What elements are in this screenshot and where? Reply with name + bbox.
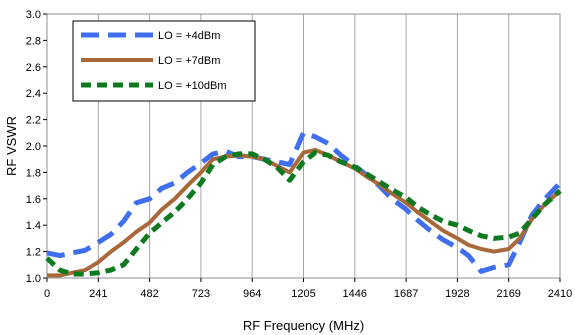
series-line-1 [46, 130, 562, 274]
y-tick-label: 1.2 [26, 247, 41, 259]
y-tick-label: 3.0 [26, 9, 41, 21]
y-tick-label: 1.8 [26, 167, 41, 179]
y-tick-label: 2.4 [26, 88, 41, 100]
legend-label-1: LO = +4dBm [158, 30, 220, 42]
y-axis-title: RF VSWR [4, 116, 19, 176]
y-tick-label: 2.6 [26, 62, 41, 74]
x-tick-label: 241 [89, 288, 107, 300]
y-axis-ticks: 1.0 1.2 1.4 1.6 1.8 2.0 2.2 2.4 2.6 2.8 3.0 [26, 9, 47, 285]
x-tick-label: 2169 [496, 288, 520, 300]
x-tick-label: 964 [243, 288, 261, 300]
series-line-2 [47, 148, 562, 278]
series-lines [45, 130, 562, 278]
legend-label-2: LO = +7dBm [158, 55, 220, 67]
legend: LO = +4dBm LO = +7dBm LO = +10dBm [72, 20, 256, 102]
x-tick-label: 1928 [445, 288, 469, 300]
y-tick-label: 1.0 [26, 273, 41, 285]
x-tick-label: 1446 [343, 288, 367, 300]
x-tick-label: 482 [140, 288, 158, 300]
x-tick-label: 1205 [291, 288, 315, 300]
x-tick-label: 2410 [548, 288, 572, 300]
x-tick-label: 723 [192, 288, 210, 300]
legend-label-3: LO = +10dBm [158, 80, 227, 92]
y-tick-label: 2.0 [26, 141, 41, 153]
x-tick-label: 1687 [394, 288, 418, 300]
y-tick-label: 1.4 [26, 220, 41, 232]
x-axis-ticks: 0 241 482 723 964 1205 1446 1687 1928 2169 2410 [44, 278, 572, 300]
series-line-3 [45, 150, 562, 277]
x-axis-title: RF Frequency (MHz) [243, 318, 364, 333]
y-tick-label: 2.8 [26, 35, 41, 47]
y-tick-label: 2.2 [26, 115, 41, 127]
y-tick-label: 1.6 [26, 194, 41, 206]
x-tick-label: 0 [44, 288, 50, 300]
